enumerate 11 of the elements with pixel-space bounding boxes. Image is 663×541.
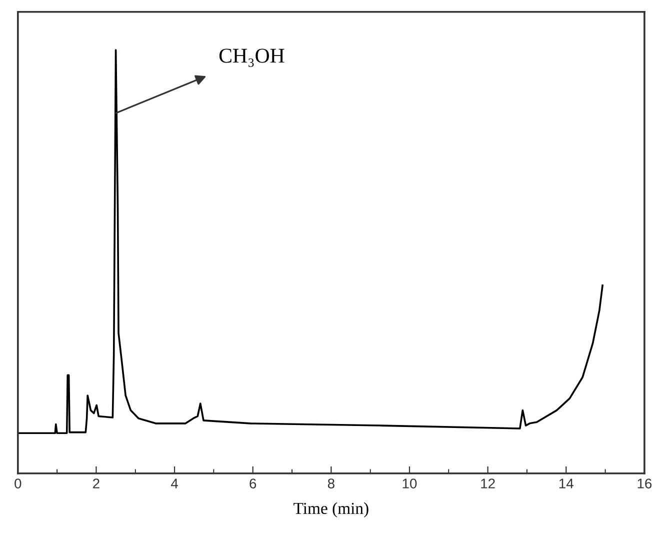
x-tick-label: 2: [93, 478, 100, 488]
x-axis-title: Time (min): [294, 502, 368, 518]
x-tick-label: 4: [170, 478, 178, 488]
x-tick-label: 14: [559, 478, 574, 488]
annotation: CH₃OH: [219, 48, 284, 67]
x-tick-label: 16: [638, 478, 652, 488]
x-tick-label: 0: [14, 478, 22, 488]
x-tick-label: 10: [402, 478, 417, 488]
x-tick-label: 8: [328, 478, 334, 488]
x-tick-label: 12: [481, 478, 495, 488]
x-tick-label: 6: [250, 478, 256, 488]
